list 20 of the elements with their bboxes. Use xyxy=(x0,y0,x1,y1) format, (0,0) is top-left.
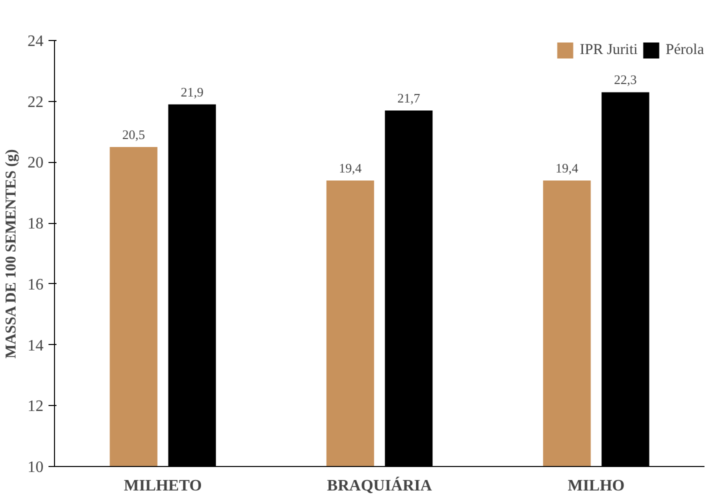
data-label: 19,4 xyxy=(556,160,579,176)
y-axis-title: MASSA DE 100 SEMENTES (g) xyxy=(4,149,20,359)
y-tick-label: 20 xyxy=(28,154,44,172)
y-tick-label: 16 xyxy=(28,276,44,294)
y-tick-label: 24 xyxy=(28,33,44,50)
data-label: 21,9 xyxy=(180,84,204,100)
data-label: 22,3 xyxy=(614,72,637,88)
data-label: 20,5 xyxy=(122,127,145,142)
y-tick-label: 18 xyxy=(28,216,44,233)
legend-label: IPR Juriti xyxy=(580,42,638,58)
y-tick-label: 12 xyxy=(28,398,44,416)
data-label: 19,4 xyxy=(338,160,362,176)
x-tick-label: BRAQUIÁRIA xyxy=(327,476,432,494)
data-label: 21,7 xyxy=(397,90,421,106)
x-tick-label: MILHETO xyxy=(124,478,202,494)
legend-label: Pérola xyxy=(666,42,704,58)
y-tick-label: 10 xyxy=(28,459,44,476)
y-tick-label: 14 xyxy=(28,337,44,354)
x-tick-label: MILHO xyxy=(568,478,625,494)
y-tick-label: 22 xyxy=(28,94,44,111)
